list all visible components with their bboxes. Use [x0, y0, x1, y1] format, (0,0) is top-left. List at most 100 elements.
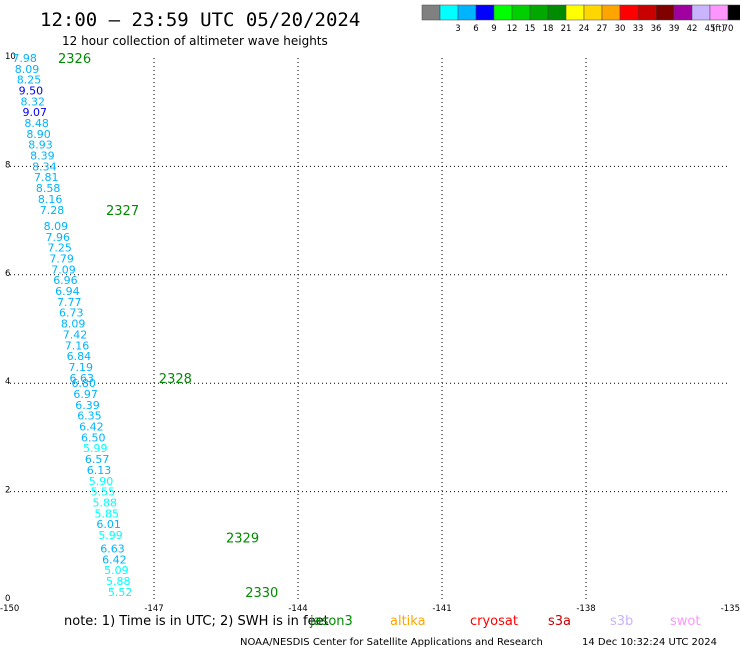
swh-value-label: 8.09	[15, 63, 40, 76]
footer-timestamp: 14 Dec 10:32:24 UTC 2024	[582, 637, 717, 648]
legend-tick-label: 3	[455, 24, 460, 34]
legend-tick-label: 70	[723, 24, 734, 34]
swh-value-label: 9.50	[19, 85, 44, 98]
legend-swatch	[601, 4, 621, 21]
legend-swatch	[619, 4, 639, 21]
legend-swatch	[547, 4, 567, 21]
pass-number-label: 2326	[58, 52, 91, 67]
legend-tick-label: 18	[543, 24, 554, 34]
legend-tick-label: 12	[507, 24, 518, 34]
satellite-name-s3b: s3b	[610, 614, 633, 629]
pass-number-label: 2328	[159, 372, 192, 387]
swh-value-label: 5.55	[91, 486, 116, 499]
axis-tick-labels: -150 -147 -144 -141 -138 -135 0 2 4 6 8 10	[0, 52, 740, 614]
swh-value-label: 7.28	[40, 204, 64, 217]
legend-swatch	[583, 4, 603, 21]
swh-value-label: 8.48	[24, 117, 49, 130]
swh-value-label: 8.90	[26, 128, 51, 141]
swh-value-label: 8.93	[28, 139, 52, 152]
swh-value-label: 9.07	[22, 106, 47, 119]
legend-tick-label: 36	[651, 24, 662, 34]
satellite-name-s3a: s3a	[548, 614, 571, 629]
x-tick-label: -144	[288, 604, 307, 614]
swh-value-label: 6.35	[77, 410, 102, 423]
swh-value-label: 6.42	[102, 553, 127, 566]
swh-value-label: 7.09	[51, 263, 76, 276]
legend-swatch	[511, 4, 531, 21]
swh-value-label: 8.39	[30, 150, 55, 163]
swh-value-label: 8.58	[36, 182, 61, 195]
legend-swatch	[493, 4, 513, 21]
footer-note: note: 1) Time is in UTC; 2) SWH is in fe…	[64, 614, 329, 629]
pass-number-label: 2330	[245, 586, 278, 601]
swh-value-label: 8.34	[32, 160, 57, 173]
swh-value-label: 5.09	[104, 564, 129, 577]
wave-height-track: 7.988.098.259.508.329.078.488.908.938.39…	[12, 52, 132, 599]
x-tick-label: -135	[721, 604, 740, 614]
swh-value-label: 5.88	[106, 575, 131, 588]
swh-value-label: 5.85	[94, 507, 119, 520]
legend-swatch	[565, 4, 585, 21]
swh-value-label: 7.98	[12, 52, 37, 65]
pass-number-label: 2327	[106, 204, 139, 219]
legend-tick-label: 33	[633, 24, 644, 34]
plot-grid	[10, 58, 730, 600]
satellite-name-cryosat: cryosat	[470, 614, 518, 629]
y-tick-label: 2	[5, 486, 10, 496]
legend-unit-label: (ft)	[712, 24, 725, 34]
swh-value-label: 8.16	[38, 193, 63, 206]
y-tick-label: 4	[5, 377, 10, 387]
swh-value-label: 6.96	[53, 274, 77, 287]
swh-value-label: 6.63	[100, 543, 125, 556]
legend-swatch	[655, 4, 675, 21]
legend-swatch	[439, 4, 459, 21]
swh-value-label: 6.50	[81, 431, 106, 444]
chart-subtitle: 12 hour collection of altimeter wave hei…	[62, 34, 328, 48]
legend-tick-label: 30	[615, 24, 626, 34]
legend-swatch	[709, 4, 729, 21]
legend-swatch	[529, 4, 549, 21]
swh-value-label: 5.88	[93, 496, 118, 509]
legend-tick-label: 42	[687, 24, 698, 34]
swh-value-label: 6.94	[55, 285, 79, 298]
swh-value-label: 8.09	[61, 318, 86, 331]
swh-value-label: 6.01	[96, 518, 121, 531]
swh-value-label: 7.96	[46, 231, 71, 244]
swh-value-label: 7.81	[34, 171, 59, 184]
swh-value-label: 5.90	[89, 475, 114, 488]
legend-swatch	[727, 4, 740, 21]
legend-swatch	[457, 4, 477, 21]
color-scale-legend: 3 6 9 12 15 18 21 24 27 30 33 36 39 42 45 70	[421, 4, 740, 34]
legend-tick-label: 27	[597, 24, 608, 34]
satellite-legend: jason3 altika cryosat s3a s3b swot	[309, 614, 700, 629]
legend-tick-label: 21	[561, 24, 572, 34]
swh-value-label: 6.63	[70, 372, 95, 385]
legend-tick-label: 24	[579, 24, 590, 34]
y-tick-label: 6	[5, 269, 10, 279]
legend-tick-label: 39	[669, 24, 680, 34]
legend-swatch	[691, 4, 711, 21]
satellite-name-swot: swot	[670, 614, 700, 629]
swh-value-label: 8.32	[21, 95, 45, 108]
legend-swatch	[637, 4, 657, 21]
chart-title: 12:00 – 23:59 UTC 05/20/2024	[40, 9, 360, 31]
swh-value-label: 7.77	[57, 296, 82, 309]
legend-tick-label: 9	[491, 24, 496, 34]
swh-value-label: 6.57	[85, 453, 110, 466]
pass-annotations: 2326 2327 2328 2329 2330	[58, 52, 278, 601]
legend-swatch	[475, 4, 495, 21]
y-tick-label: 8	[5, 160, 10, 170]
swh-value-label: 7.19	[69, 361, 94, 374]
swh-value-label: 8.09	[44, 220, 69, 233]
x-tick-label: -150	[0, 604, 19, 614]
swh-value-label: 7.25	[47, 242, 72, 255]
legend-tick-label: 45	[705, 24, 716, 34]
satellite-name-jason3: jason3	[309, 614, 353, 629]
satellite-name-altika: altika	[390, 614, 426, 629]
y-tick-label: 0	[5, 594, 10, 604]
swh-value-label: 6.97	[73, 388, 98, 401]
x-tick-label: -141	[432, 604, 451, 614]
swh-value-label: 6.80	[71, 377, 96, 390]
swh-value-label: 6.13	[87, 464, 112, 477]
